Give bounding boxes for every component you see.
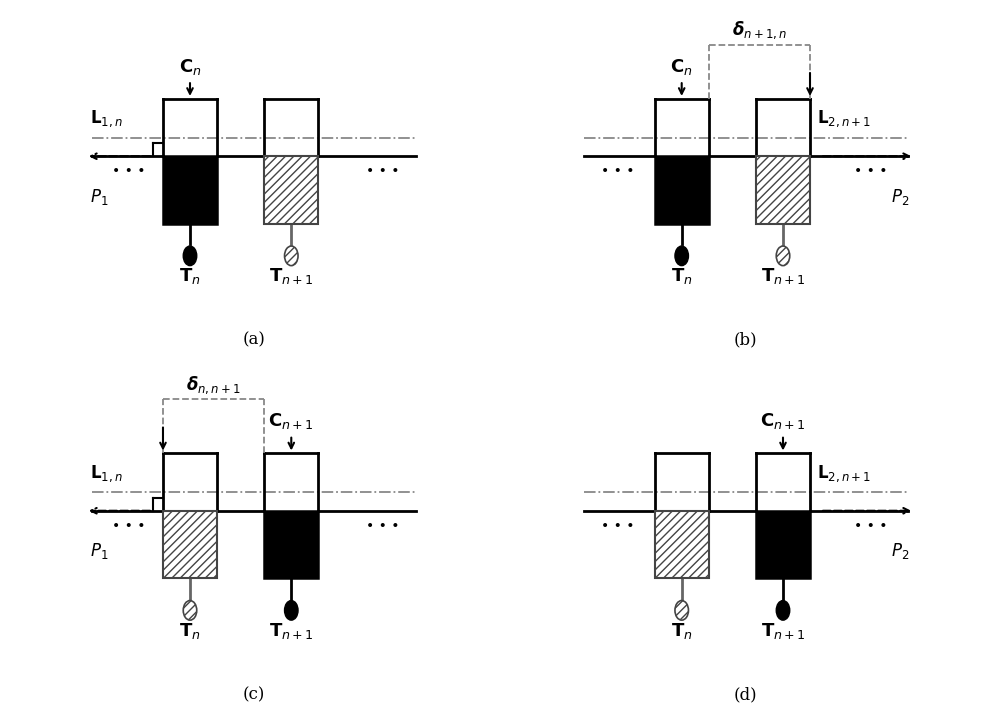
Text: • • •: • • • (601, 519, 634, 533)
Text: • • •: • • • (601, 164, 634, 178)
Ellipse shape (776, 246, 790, 265)
Bar (264, 156, 318, 224)
Text: $P_2$: $P_2$ (891, 187, 910, 207)
Text: • • •: • • • (112, 519, 146, 533)
Text: $\mathbf{C}_{n}$: $\mathbf{C}_{n}$ (670, 57, 693, 77)
Text: (d): (d) (734, 686, 758, 703)
Bar (264, 510, 318, 578)
Bar (655, 156, 709, 224)
Text: $\mathbf{T}_{n+1}$: $\mathbf{T}_{n+1}$ (761, 621, 805, 641)
Bar (756, 510, 810, 578)
Text: $\mathbf{T}_{n+1}$: $\mathbf{T}_{n+1}$ (761, 266, 805, 286)
Text: $\mathbf{T}_{n+1}$: $\mathbf{T}_{n+1}$ (269, 621, 314, 641)
Bar (756, 156, 810, 224)
Text: $\mathbf{L}_{2,n+1}$: $\mathbf{L}_{2,n+1}$ (817, 109, 871, 129)
Text: $\mathbf{T}_{n}$: $\mathbf{T}_{n}$ (179, 266, 201, 286)
Text: $\mathbf{C}_{n}$: $\mathbf{C}_{n}$ (179, 57, 201, 77)
Text: $\mathbf{L}_{2,n+1}$: $\mathbf{L}_{2,n+1}$ (817, 463, 871, 484)
Ellipse shape (675, 601, 688, 620)
Text: $P_1$: $P_1$ (90, 541, 109, 561)
Ellipse shape (675, 246, 688, 265)
Text: $\mathbf{T}_{n+1}$: $\mathbf{T}_{n+1}$ (269, 266, 314, 286)
Text: $P_1$: $P_1$ (90, 187, 109, 207)
Text: (a): (a) (243, 332, 266, 349)
Bar (655, 510, 709, 578)
Ellipse shape (285, 601, 298, 620)
Text: $\mathbf{L}_{1,n}$: $\mathbf{L}_{1,n}$ (90, 109, 123, 129)
Text: • • •: • • • (854, 519, 888, 533)
Text: • • •: • • • (366, 164, 399, 178)
Bar (163, 510, 217, 578)
Text: (b): (b) (734, 332, 758, 349)
Text: $P_2$: $P_2$ (891, 541, 910, 561)
Text: • • •: • • • (366, 519, 399, 533)
Text: • • •: • • • (112, 164, 146, 178)
Bar (163, 156, 217, 224)
Text: $\mathbf{T}_{n}$: $\mathbf{T}_{n}$ (179, 621, 201, 641)
Text: $\mathbf{L}_{1,n}$: $\mathbf{L}_{1,n}$ (90, 463, 123, 484)
Text: $\boldsymbol{\delta}_{n+1,n}$: $\boldsymbol{\delta}_{n+1,n}$ (732, 20, 787, 41)
Text: $\mathbf{T}_{n}$: $\mathbf{T}_{n}$ (671, 621, 692, 641)
Ellipse shape (183, 601, 197, 620)
Ellipse shape (285, 246, 298, 265)
Text: $\mathbf{C}_{n+1}$: $\mathbf{C}_{n+1}$ (760, 412, 806, 431)
Ellipse shape (776, 601, 790, 620)
Text: • • •: • • • (854, 164, 888, 178)
Text: $\mathbf{T}_{n}$: $\mathbf{T}_{n}$ (671, 266, 692, 286)
Ellipse shape (183, 246, 197, 265)
Text: $\mathbf{C}_{n+1}$: $\mathbf{C}_{n+1}$ (268, 412, 314, 431)
Text: $\boldsymbol{\delta}_{n,n+1}$: $\boldsymbol{\delta}_{n,n+1}$ (186, 374, 241, 396)
Text: (c): (c) (243, 686, 265, 703)
